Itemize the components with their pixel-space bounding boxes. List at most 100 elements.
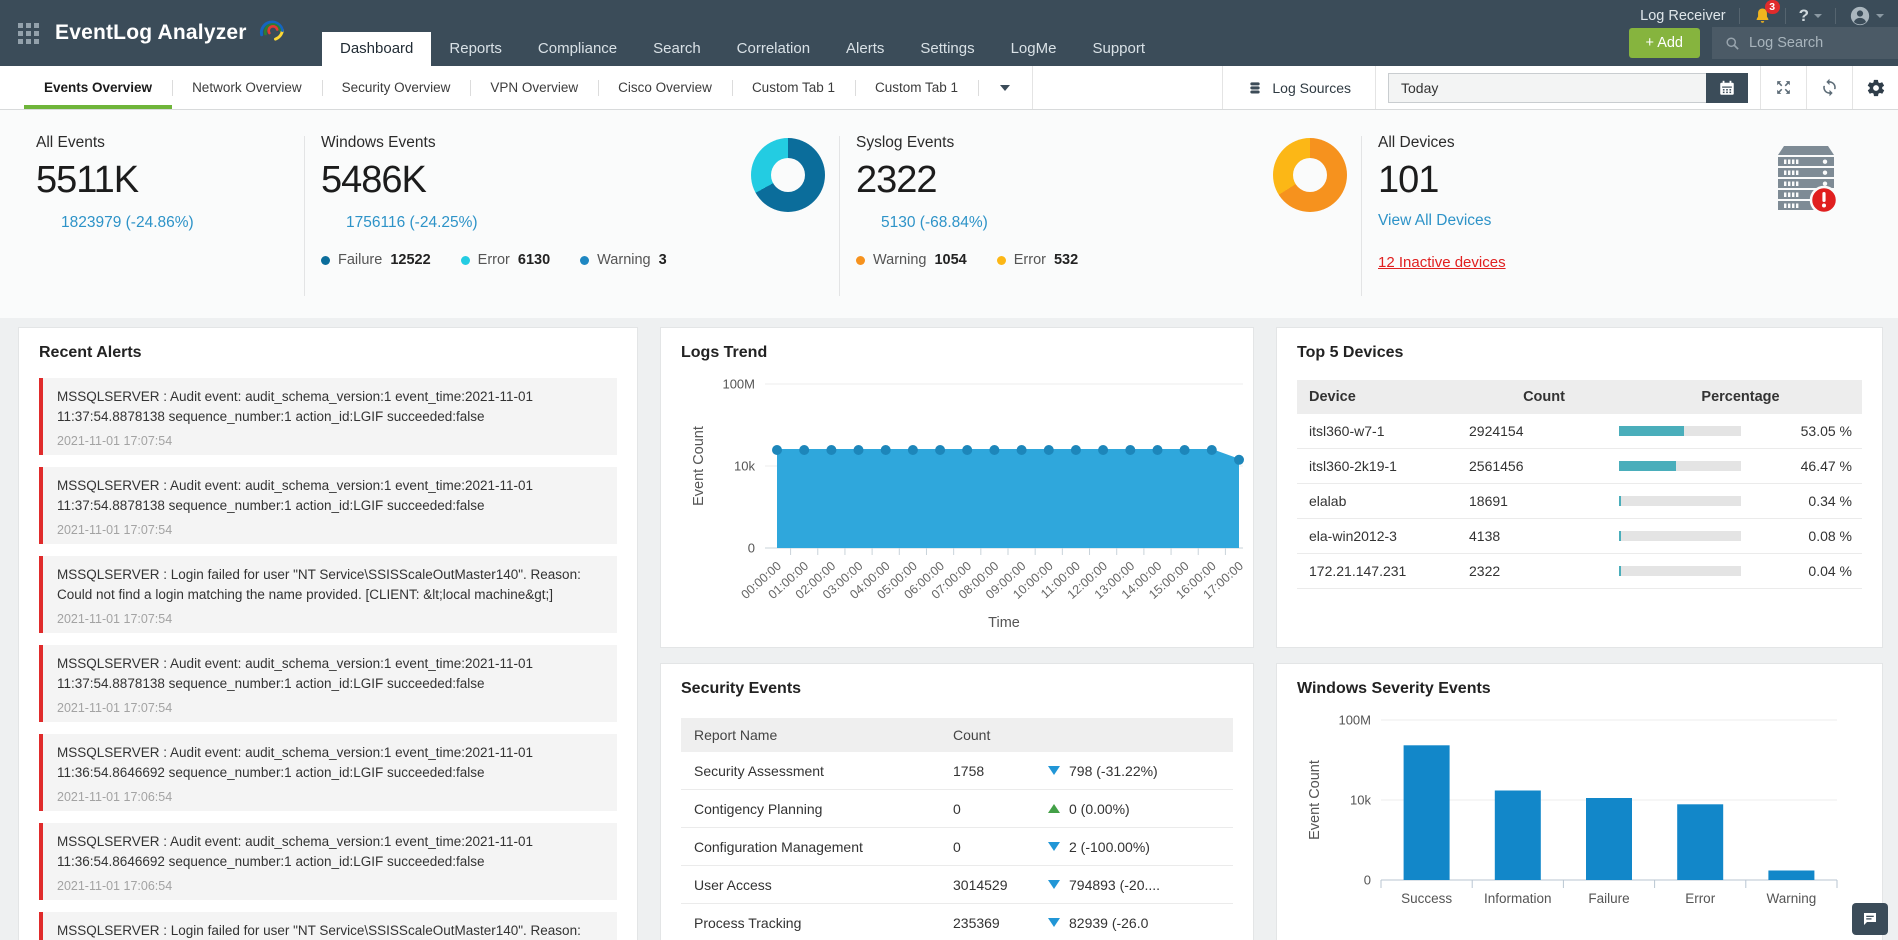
svg-text:0: 0: [1364, 873, 1371, 888]
nav-tab-alerts[interactable]: Alerts: [846, 40, 885, 57]
alert-list-item[interactable]: MSSQLSERVER : Login failed for user "NT …: [39, 555, 617, 633]
legend-label: Error: [477, 252, 510, 268]
date-range-select[interactable]: Today: [1388, 72, 1706, 103]
nav-tab-compliance[interactable]: Compliance: [537, 40, 618, 57]
dashboard-widgets: Logs Trend 0 10k 100M 00:00:00 01:00:00 02:00…: [0, 318, 1898, 940]
nav-tab-support[interactable]: Support: [1092, 40, 1146, 57]
more-tabs-dropdown[interactable]: [978, 66, 1034, 109]
table-row[interactable]: Configuration Management 0 2 (-100.00%): [681, 828, 1233, 866]
syslog-events-legend: Warning 1054 Error 532: [856, 252, 1361, 268]
alert-list-item[interactable]: MSSQLSERVER : Audit event: audit_schema_…: [39, 644, 617, 722]
logo-swoosh-icon: [259, 20, 284, 41]
add-button[interactable]: + Add: [1628, 28, 1700, 58]
table-row[interactable]: elalab 18691 0.34 %: [1297, 484, 1862, 519]
app-header: EventLog Analyzer Dashboard Reports Compli…: [0, 0, 1898, 66]
divider: [1784, 8, 1786, 24]
dashboard-tab-custom-tab-1-2[interactable]: Custom Tab 1: [854, 66, 978, 109]
syslog-events-donut-chart[interactable]: [1273, 138, 1347, 212]
table-row[interactable]: Security Assessment 1758 798 (-31.22%): [681, 752, 1233, 790]
legend-dot-icon: [856, 255, 865, 265]
table-row[interactable]: itsl360-2k19-1 2561456 46.47 %: [1297, 449, 1862, 484]
alert-list-item[interactable]: MSSQLSERVER : Audit event: audit_schema_…: [39, 466, 617, 544]
table-row[interactable]: Contigency Planning 0 0 (0.00%): [681, 790, 1233, 828]
table-row[interactable]: User Access 3014529 794893 (-20....: [681, 866, 1233, 904]
nav-tab-correlation[interactable]: Correlation: [736, 40, 811, 57]
donut-hole: [771, 158, 805, 192]
widget-title: Logs Trend: [681, 344, 768, 361]
server-rack-icon: [1774, 142, 1839, 221]
divider: [1835, 8, 1836, 24]
logs-trend-area-chart[interactable]: 010k100M00:00:0001:00:0002:00:0003:00:00…: [681, 368, 1254, 636]
alert-list-item[interactable]: MSSQLSERVER : Audit event: audit_schema_…: [39, 822, 617, 900]
dashboard-tab-network-overview[interactable]: Network Overview: [172, 66, 322, 109]
svg-text:100M: 100M: [1338, 713, 1371, 728]
column-header-percentage: Percentage: [1701, 389, 1780, 405]
trend-down-icon: [1048, 880, 1060, 889]
donut-hole: [1293, 158, 1327, 192]
nav-tab-search[interactable]: Search: [653, 40, 701, 57]
settings-button[interactable]: [1852, 66, 1898, 109]
table-row[interactable]: 172.21.147.231 2322 0.04 %: [1297, 554, 1862, 589]
device-count: 2322: [1469, 563, 1501, 579]
windows-events-donut-chart[interactable]: [751, 138, 825, 212]
legend-dot-icon: [580, 255, 590, 265]
log-sources-label: Log Sources: [1272, 79, 1351, 96]
divider: [304, 136, 305, 296]
stat-value: 101: [1378, 159, 1439, 201]
notifications-bell-icon[interactable]: 3: [1753, 0, 1780, 26]
chevron-down-icon: [1000, 84, 1011, 91]
app-title: EventLog Analyzer: [55, 21, 247, 44]
table-row[interactable]: itsl360-w7-1 2924154 53.05 %: [1297, 414, 1862, 449]
dashboard-tab-events-overview[interactable]: Events Overview: [24, 66, 172, 109]
dashboard-tab-cisco-overview[interactable]: Cisco Overview: [598, 66, 732, 109]
dashboard-tab-custom-tab-1[interactable]: Custom Tab 1: [731, 66, 855, 109]
table-row[interactable]: ela-win2012-3 4138 0.08 %: [1297, 519, 1862, 554]
windows-severity-bar-chart[interactable]: 0 10k 100M Success Information Failure Error Wa…: [1297, 704, 1849, 940]
column-header-device: Device: [1309, 389, 1356, 405]
log-sources-button[interactable]: Log Sources: [1222, 66, 1375, 109]
column-header-count: Count: [953, 727, 991, 743]
dashboard-tab-security-overview[interactable]: Security Overview: [321, 66, 471, 109]
inactive-devices-link[interactable]: 12 Inactive devices: [1378, 254, 1506, 271]
table-row[interactable]: Process Tracking 235369 82939 (-26.0: [681, 904, 1233, 940]
percentage-bar: [1619, 566, 1749, 576]
report-trend: 0 (0.00%): [1048, 801, 1233, 817]
trend-down-icon: [1048, 842, 1060, 851]
alert-list-item[interactable]: MSSQLSERVER : Login failed for user "NT …: [39, 911, 617, 940]
device-name: ela-win2012-3: [1309, 528, 1397, 544]
refresh-button[interactable]: [1806, 66, 1852, 109]
stat-delta-link[interactable]: 1823979 (-24.86%): [61, 214, 194, 231]
stat-label: Syslog Events: [856, 134, 955, 151]
help-menu[interactable]: ?: [1799, 6, 1822, 26]
nav-tab-settings[interactable]: Settings: [920, 40, 975, 57]
app-launcher-grid-icon[interactable]: [18, 22, 39, 44]
svg-text:10k: 10k: [1350, 793, 1371, 808]
table-header-row: Device Count Percentage: [1297, 380, 1862, 414]
report-trend: 794893 (-20....: [1048, 877, 1233, 893]
fullscreen-button[interactable]: [1760, 66, 1806, 109]
trend-delta: 82939 (-26.0: [1069, 914, 1149, 931]
nav-tab-dashboard[interactable]: Dashboard: [322, 32, 432, 66]
log-search-placeholder: Log Search: [1749, 35, 1824, 51]
device-name: 172.21.147.231: [1309, 563, 1407, 579]
user-menu[interactable]: [1849, 5, 1884, 27]
stat-delta-link[interactable]: 1756116 (-24.25%): [346, 214, 478, 231]
dashboard-tab-vpn-overview[interactable]: VPN Overview: [470, 66, 598, 109]
calendar-button[interactable]: [1706, 72, 1748, 103]
feedback-button[interactable]: [1852, 903, 1888, 935]
log-search-input[interactable]: Log Search: [1712, 27, 1898, 59]
bar-track: [1619, 496, 1741, 506]
column-header-report-name: Report Name: [694, 727, 778, 743]
stat-delta-link[interactable]: 5130 (-68.84%): [881, 214, 988, 231]
notification-count-badge: 3: [1764, 0, 1780, 14]
view-all-devices-link[interactable]: View All Devices: [1378, 212, 1492, 229]
bar-track: [1619, 531, 1741, 541]
nav-tab-reports[interactable]: Reports: [449, 40, 502, 57]
alert-list-item[interactable]: MSSQLSERVER : Audit event: audit_schema_…: [39, 733, 617, 811]
nav-tab-logme[interactable]: LogMe: [1010, 40, 1057, 57]
alert-message: MSSQLSERVER : Audit event: audit_schema_…: [57, 477, 534, 513]
alert-list-item[interactable]: MSSQLSERVER : Audit event: audit_schema_…: [39, 378, 617, 455]
legend-warning: Warning 3: [580, 252, 667, 268]
log-receiver-link[interactable]: Log Receiver: [1640, 8, 1726, 24]
svg-text:0: 0: [748, 541, 755, 556]
